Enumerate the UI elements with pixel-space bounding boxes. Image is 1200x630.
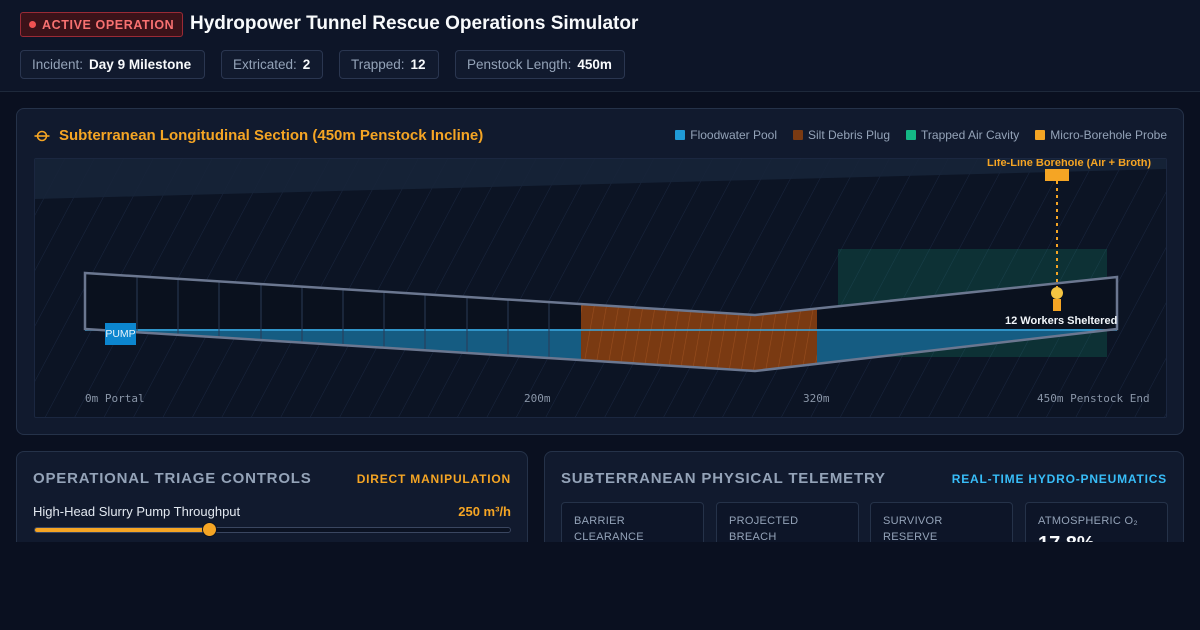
section-diagram bbox=[35, 159, 1166, 417]
stat-label: Trapped: bbox=[351, 57, 405, 72]
stat-value: 12 bbox=[410, 57, 426, 72]
axis-label-portal: 0m Portal bbox=[85, 392, 145, 405]
triage-title: OPERATIONAL TRIAGE CONTROLS bbox=[33, 470, 312, 487]
legend-item-air-cavity: Trapped Air Cavity bbox=[906, 128, 1019, 142]
legend-item-floodwater: Floodwater Pool bbox=[675, 128, 777, 142]
stat-label: Extricated: bbox=[233, 57, 297, 72]
silt-debris-plug bbox=[581, 305, 817, 371]
legend-label: Silt Debris Plug bbox=[807, 128, 891, 142]
slider-fill bbox=[35, 528, 210, 532]
stat-chip-incident: Incident: Day 9 Milestone bbox=[20, 50, 205, 79]
viewport-cutoff bbox=[0, 542, 1200, 630]
legend-label: Floodwater Pool bbox=[690, 128, 777, 142]
status-badge-label: ACTIVE OPERATION bbox=[42, 17, 175, 32]
longitudinal-section-panel: Subterranean Longitudinal Section (450m … bbox=[16, 108, 1184, 435]
status-badge: ACTIVE OPERATION bbox=[20, 12, 184, 37]
axis-label-200m: 200m bbox=[524, 392, 551, 405]
borehole-rig-icon bbox=[1045, 169, 1069, 181]
legend-item-silt: Silt Debris Plug bbox=[792, 128, 891, 142]
stat-chip-extricated: Extricated: 2 bbox=[221, 50, 323, 79]
telemetry-label: ATMOSPHERIC O₂ bbox=[1038, 515, 1138, 527]
stat-label: Penstock Length: bbox=[467, 57, 572, 72]
axis-label-320m: 320m bbox=[803, 392, 830, 405]
pump-throughput-slider[interactable] bbox=[34, 522, 511, 537]
legend: Floodwater Pool Silt Debris Plug Trapped… bbox=[675, 128, 1167, 142]
live-dot-icon bbox=[29, 21, 36, 28]
borehole-label: Life-Line Borehole (Air + Broth) bbox=[987, 158, 1152, 169]
triage-tag: DIRECT MANIPULATION bbox=[356, 472, 511, 486]
legend-swatch bbox=[906, 130, 917, 140]
telemetry-label: PROJECTED BREACH bbox=[729, 515, 799, 543]
telemetry-tag: REAL-TIME HYDRO-PNEUMATICS bbox=[951, 472, 1167, 486]
worker-body-icon bbox=[1053, 299, 1061, 311]
worker-icon bbox=[1051, 287, 1063, 299]
stat-value: 2 bbox=[302, 57, 311, 72]
tunnel-icon bbox=[34, 130, 50, 142]
legend-label: Micro-Borehole Probe bbox=[1050, 128, 1167, 142]
pump-throughput-label: High-Head Slurry Pump Throughput bbox=[33, 504, 241, 519]
legend-swatch bbox=[675, 130, 686, 140]
stat-value: Day 9 Milestone bbox=[89, 57, 192, 72]
legend-swatch bbox=[792, 130, 803, 140]
stat-chip-trapped: Trapped: 12 bbox=[339, 50, 439, 79]
section-title: Subterranean Longitudinal Section (450m … bbox=[59, 127, 484, 144]
tunnel-lining bbox=[83, 271, 1119, 373]
legend-swatch bbox=[1035, 130, 1046, 140]
pump-throughput-value: 250 m³/h bbox=[458, 504, 511, 519]
app-header: ACTIVE OPERATION Hydropower Tunnel Rescu… bbox=[0, 0, 1200, 92]
stat-chip-penstock-length: Penstock Length: 450m bbox=[455, 50, 625, 79]
ground-surface bbox=[35, 159, 1166, 199]
telemetry-title: SUBTERRANEAN PHYSICAL TELEMETRY bbox=[561, 470, 886, 487]
axis-label-penstock-end: 450m Penstock End bbox=[1037, 392, 1150, 405]
stat-label: Incident: bbox=[32, 57, 84, 72]
pump-marker[interactable]: PUMP bbox=[105, 323, 136, 345]
telemetry-label: SURVIVOR RESERVE bbox=[883, 515, 943, 543]
stat-value: 450m bbox=[577, 57, 612, 72]
legend-item-borehole-probe: Micro-Borehole Probe bbox=[1035, 128, 1167, 142]
telemetry-label: BARRIER CLEARANCE bbox=[574, 515, 644, 543]
legend-label: Trapped Air Cavity bbox=[921, 128, 1020, 142]
section-canvas[interactable]: Life-Line Borehole (Air + Broth) 12 Work… bbox=[34, 158, 1167, 418]
slider-thumb[interactable] bbox=[202, 522, 218, 537]
page-title: Hydropower Tunnel Rescue Operations Simu… bbox=[190, 13, 639, 34]
workers-sheltered-label: 12 Workers Sheltered bbox=[1005, 315, 1118, 327]
